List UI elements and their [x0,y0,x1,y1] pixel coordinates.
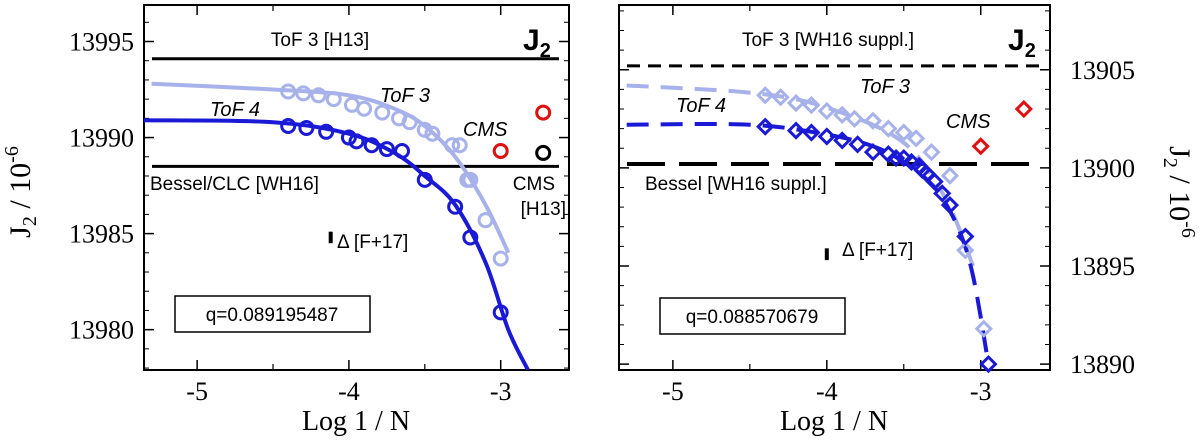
left-cms-label: CMS [463,119,508,141]
right-point-tof-3 [924,145,938,159]
cms-h13-label-line2: [H13] [521,199,566,220]
right-panel-label: J2 [1008,24,1036,62]
right-tof3-label: ToF 3 [860,76,910,98]
right-point-tof-4 [789,124,803,138]
left-point-cms-h13- [537,146,550,159]
right-point-cms [974,139,988,153]
right-y-tick-label: 13890 [1070,350,1135,379]
left-x-tick-label: -3 [490,377,512,406]
left-y-tick-label: 13985 [69,220,134,249]
right-y-tick-label: 13905 [1070,56,1135,85]
right-data-layer: -5 -4 -3 13890 13895 13900 13905 [619,5,1135,406]
left-tof3-label: ToF 3 [380,85,430,107]
right-point-tof-4 [851,137,865,151]
right-tof4-label: ToF 4 [676,95,726,117]
left-fit-tof-3 [152,84,509,253]
left-point-tof-3 [494,252,507,265]
right-point-tof-3 [820,104,834,118]
right-hline-label-tof3-wh16: ToF 3 [WH16 suppl.] [742,30,914,51]
left-point-tof-3 [358,102,371,115]
left-y-tick-label: 13990 [69,124,134,153]
left-point-cms [494,145,507,158]
right-x-tick-label: -4 [816,377,838,406]
left-point-tof-3 [479,214,492,227]
left-x-tick-label: -4 [338,377,360,406]
left-tof4-label: ToF 4 [210,99,260,121]
right-delta-label: Δ [F+17] [842,240,913,261]
left-hline-label-bessel-clc: Bessel/CLC [WH16] [150,174,319,195]
left-hline-label-tof3-h13: ToF 3 [H13] [271,30,369,51]
right-y-tick-label: 13895 [1070,252,1135,281]
right-x-axis-label: Log 1 / N [780,406,888,437]
right-cms-label: CMS [946,111,991,133]
left-point-tof-3 [376,106,389,119]
right-point-cms [1017,102,1031,116]
left-point-cms [537,106,550,119]
cms-h13-label-line1: CMS [513,174,555,195]
right-x-tick-label: -3 [970,377,992,406]
right-q-label: q=0.088570679 [686,307,819,328]
right-y-axis-label: J2 / 10-6 [1159,146,1199,238]
left-panel-label: J2 [523,24,551,62]
left-x-tick-label: -5 [186,377,208,406]
right-point-tof-4 [820,129,834,143]
left-y-tick-label: 13980 [69,316,134,345]
figure: J2 / 10-6 Log 1 / N J2 ToF 3 [H13] Besse… [0,0,1200,444]
right-point-tof-3 [977,322,991,336]
right-y-tick-label: 13900 [1070,154,1135,183]
left-x-axis-label: Log 1 / N [302,406,410,437]
right-x-tick-label: -5 [662,377,684,406]
left-y-axis-label: J2 / 10-6 [1,146,41,238]
right-hline-label-bessel-wh16: Bessel [WH16 suppl.] [645,174,827,195]
left-y-tick-label: 13995 [69,28,134,57]
left-q-label: q=0.089195487 [206,305,339,326]
left-delta-label: Δ [F+17] [337,232,408,253]
right-point-tof-3 [943,169,957,183]
